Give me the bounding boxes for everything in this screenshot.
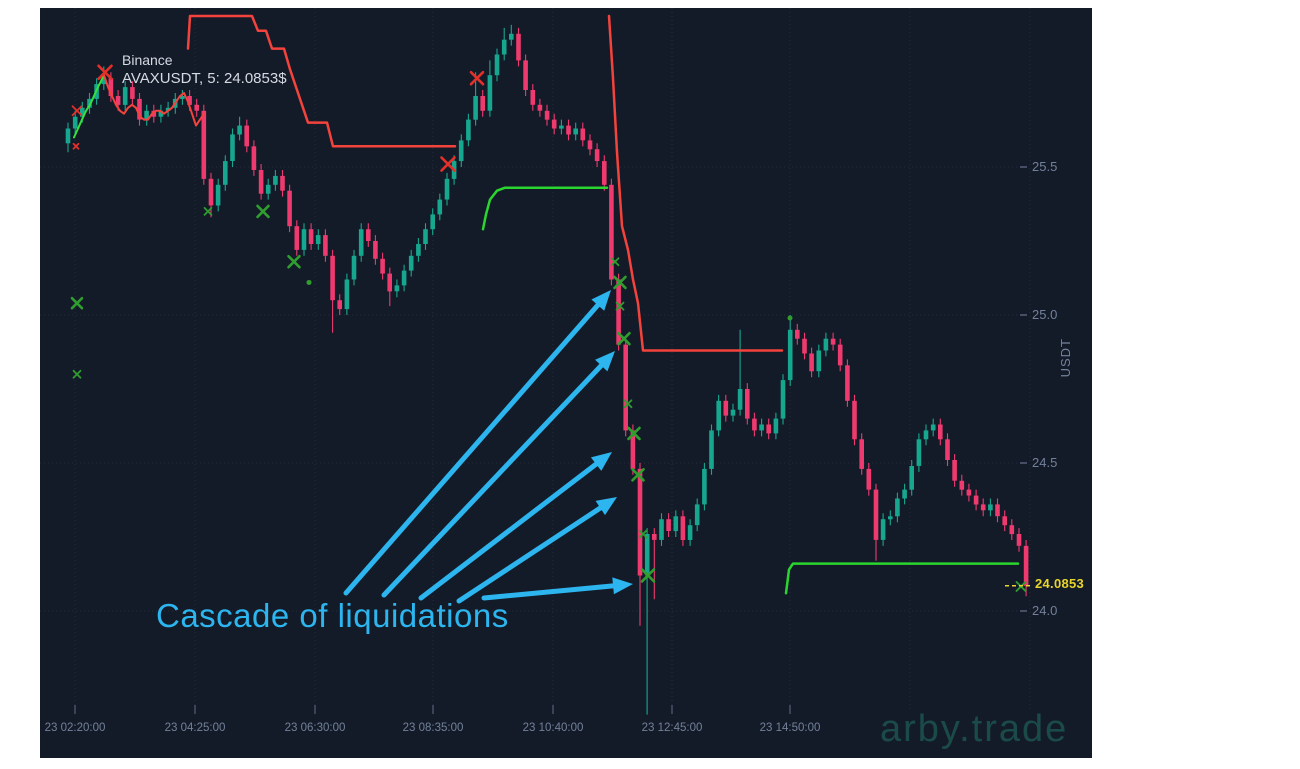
buy-x-marker [631,468,645,482]
trailing-stop-red-2 [607,14,784,352]
time-axis-label: 23 02:20:00 [44,722,106,734]
y-axis-unit-label: USDT [1058,338,1073,378]
arrow-head [590,452,612,471]
buy-x-marker [640,568,656,583]
price-axis-label: 25.0 [1032,307,1058,322]
ma-up-segment [73,74,105,139]
trailing-stop-green-1 [481,186,609,231]
arrow-head [612,577,633,595]
buy-x-marker [623,399,633,409]
buy-x-marker [256,204,270,219]
buy-x-marker [615,301,625,311]
last-price-label: 24.0853 [1035,576,1085,591]
time-axis-label: 23 08:35:00 [402,722,464,734]
sell-x-marker [440,156,456,172]
time-axis-label: 23 04:25:00 [164,722,226,734]
dot-marker [787,315,793,321]
buy-x-marker [613,275,627,290]
chart-watermark: arby.trade [880,708,1069,750]
time-axis-label: 23 06:30:00 [284,722,346,734]
buy-x-marker [70,296,84,310]
sell-x-marker [72,142,80,150]
sell-x-marker [469,70,485,86]
sell-x-marker [71,105,83,117]
dot-marker [306,279,312,285]
price-axis-label: 25.5 [1032,159,1058,174]
chart-panel: Binance AVAXUSDT, 5: 24.0853$ 25.5 25.0 24… [40,8,1092,758]
ma-down-segment [103,74,205,127]
indicator-lines [73,14,1020,595]
chart-plot-area[interactable] [40,8,1092,758]
time-axis-label: 23 12:45:00 [641,722,703,734]
arrow-head [595,351,615,372]
annotation-arrows [343,290,633,604]
arrow-shaft [343,302,601,596]
buy-x-marker [72,369,82,379]
sell-x-marker [97,64,113,81]
buy-x-marker [610,257,620,267]
price-axis-label: 24.0 [1032,603,1058,618]
buy-x-marker [617,331,631,346]
buy-x-marker [287,254,301,269]
arrow-shaft [381,363,604,598]
arrow-shaft [456,505,603,604]
time-axis-label: 23 14:50:00 [759,722,821,734]
arrow-shaft [481,583,616,601]
arrow-head [595,497,617,516]
annotation-text: Cascade of liquidations [156,597,509,634]
chart-background [40,8,1092,758]
trailing-stop-green-2 [784,562,1020,595]
arrow-head [591,290,611,311]
arrow-shaft [418,461,599,601]
buy-x-marker [203,207,213,216]
trailing-stop-red-1 [186,14,457,148]
signal-markers [70,64,1027,592]
axis-ticks [74,166,1027,714]
buy-x-marker [638,529,648,539]
candles-layer [65,24,1029,715]
time-axis-label: 23 10:40:00 [522,722,584,734]
price-axis-label: 24.5 [1032,455,1058,470]
buy-x-marker [627,426,641,441]
